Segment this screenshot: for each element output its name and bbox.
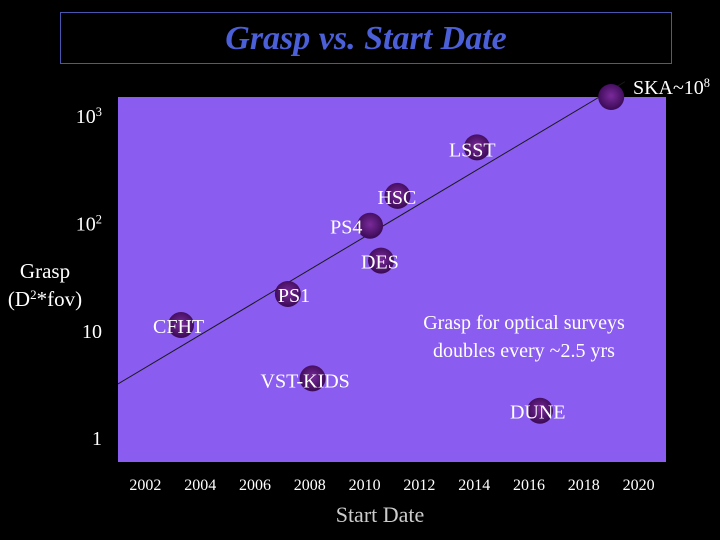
y-axis-label-main: Grasp [20, 259, 70, 283]
x-tick-label-2020: 2020 [623, 477, 655, 494]
chart-title: Grasp vs. Start Date [225, 20, 507, 57]
data-point-vst-kids [299, 365, 326, 392]
data-point-hsc [384, 182, 411, 209]
y-tick-label-1: 1 [92, 428, 102, 450]
x-tick-label-2014: 2014 [458, 477, 490, 494]
data-point-ps4 [357, 212, 384, 239]
x-tick-label-2006: 2006 [239, 477, 271, 494]
data-point-ska [598, 84, 625, 110]
y-tick-label-10: 10 [82, 321, 102, 343]
y-tick-label-100: 102 [76, 212, 102, 235]
plot-area [118, 97, 666, 462]
growth-annotation-line-2: doubles every ~2.5 yrs [433, 340, 615, 362]
point-label-vst-kids: VST-KIDS [261, 370, 350, 392]
data-point-cfht [168, 312, 195, 339]
point-label-des: DES [361, 252, 399, 274]
growth-annotation-line-1: Grasp for optical surveys [423, 312, 625, 334]
data-point-dune [526, 397, 553, 424]
x-axis-label: Start Date [336, 502, 425, 527]
data-point-ps1 [274, 280, 301, 307]
point-label-ps1: PS1 [278, 285, 310, 307]
point-label-dune: DUNE [510, 402, 566, 424]
point-label-lsst: LSST [449, 139, 496, 161]
point-label-ps4: PS4 [330, 217, 362, 239]
y-tick-label-1000: 103 [76, 105, 102, 128]
x-tick-label-2002: 2002 [129, 477, 161, 494]
x-tick-label-2010: 2010 [349, 477, 381, 494]
point-label-hsc: HSC [377, 187, 416, 209]
data-point-lsst [463, 134, 490, 161]
x-tick-label-2018: 2018 [568, 477, 600, 494]
x-tick-label-2004: 2004 [184, 477, 216, 494]
x-tick-label-2016: 2016 [513, 477, 545, 494]
x-tick-label-2012: 2012 [403, 477, 435, 494]
y-axis-label-unit: (D2*fov) [8, 287, 82, 312]
point-label-cfht: CFHT [153, 316, 204, 338]
data-point-des [368, 247, 395, 274]
title-box: Grasp vs. Start Date [60, 12, 672, 64]
x-tick-label-2008: 2008 [294, 477, 326, 494]
point-label-ska: SKA~108 [633, 76, 710, 99]
